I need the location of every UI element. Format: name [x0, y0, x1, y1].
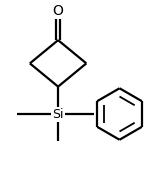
Text: O: O	[53, 4, 64, 18]
Text: Si: Si	[52, 108, 64, 120]
